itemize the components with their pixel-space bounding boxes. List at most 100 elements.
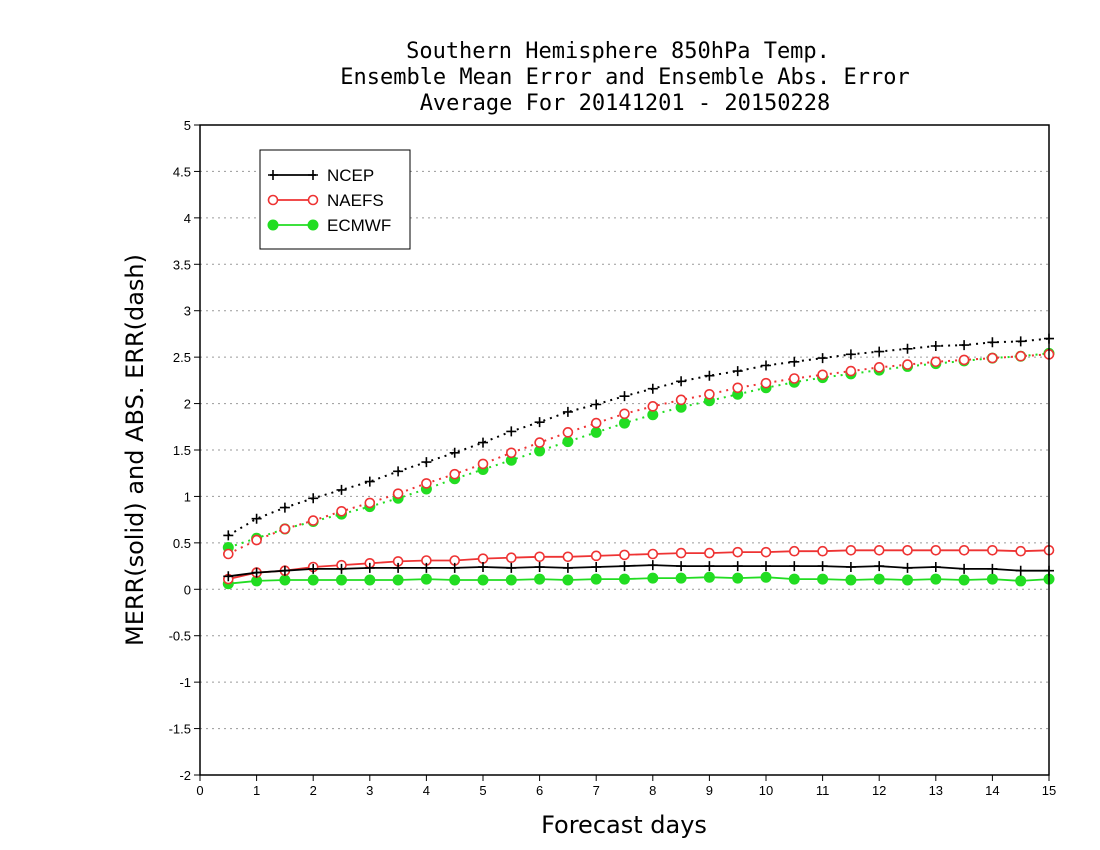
naefs-abs-err-point xyxy=(732,382,744,394)
naefs-abs-err-point xyxy=(449,468,461,480)
naefs-abs-err-point xyxy=(930,356,942,368)
naefs-abs-err-point xyxy=(958,354,970,366)
ncep-abs-err-point xyxy=(251,513,262,524)
naefs-abs-err-point xyxy=(223,548,234,560)
x-tick-label: 13 xyxy=(929,783,943,798)
naefs-abs-err-point xyxy=(704,388,715,400)
ecmwf-merr-point xyxy=(788,573,800,585)
legend-marker xyxy=(267,194,279,206)
ecmwf-merr-point xyxy=(845,574,857,586)
ncep-merr-point xyxy=(421,562,432,573)
ncep-abs-err-point xyxy=(421,457,432,468)
ncep-merr-point xyxy=(676,561,687,572)
ecmwf-merr-point xyxy=(675,572,687,584)
ncep-merr-point xyxy=(393,562,404,573)
ncep-abs-err-point xyxy=(789,356,800,367)
naefs-abs-err-point xyxy=(987,352,998,364)
naefs-abs-err-line xyxy=(227,353,1050,555)
ncep-merr-point xyxy=(223,571,234,582)
y-tick-label: 3.5 xyxy=(173,257,191,272)
naefs-abs-err-point xyxy=(279,523,291,535)
naefs-merr-point xyxy=(534,551,545,563)
ncep-abs-err-point xyxy=(761,360,771,371)
ecmwf-merr-point xyxy=(732,572,744,584)
x-axis-ticks: 0 1 2 3 4 5 6 7 8 9 10 11 12 13 14 15 xyxy=(196,775,1056,798)
legend-marker xyxy=(267,219,279,231)
ncep-abs-err-point xyxy=(619,391,630,402)
ecmwf-merr-point xyxy=(647,572,659,584)
y-tick-label: 1 xyxy=(184,489,191,504)
naefs-abs-err-point xyxy=(590,417,602,429)
legend-marker xyxy=(307,219,319,231)
ecmwf-merr-point xyxy=(562,574,574,586)
y-tick-label: 2.5 xyxy=(173,350,191,365)
naefs-merr-point xyxy=(704,547,715,559)
naefs-abs-err-point xyxy=(619,408,630,420)
ncep-abs-err-point xyxy=(562,406,573,417)
y-axis-label: MERR(solid) and ABS. ERR(dash) xyxy=(121,254,149,646)
ecmwf-merr-point xyxy=(1015,575,1027,587)
naefs-merr-point xyxy=(788,545,800,557)
y-tick-label: 5 xyxy=(184,118,191,133)
y-tick-label: 1.5 xyxy=(173,443,191,458)
series-ecmwf xyxy=(222,347,1055,590)
ncep-abs-err-point xyxy=(732,366,743,377)
ncep-merr-point xyxy=(930,562,941,572)
y-tick-label: 4 xyxy=(184,211,191,226)
legend-label-ecmwf: ECMWF xyxy=(327,216,391,235)
naefs-merr-point xyxy=(675,547,687,559)
ecmwf-merr-point xyxy=(449,574,461,586)
title-line-2: Ensemble Mean Error and Ensemble Abs. Er… xyxy=(340,65,910,90)
y-tick-label: 2 xyxy=(184,397,191,412)
ecmwf-merr-point xyxy=(817,573,829,585)
x-tick-label: 14 xyxy=(985,783,999,798)
y-tick-label: 0.5 xyxy=(173,536,191,551)
ncep-merr-point xyxy=(506,562,517,573)
ecmwf-merr-point xyxy=(477,574,489,586)
naefs-abs-err-point xyxy=(675,394,687,406)
ncep-merr-point xyxy=(478,562,488,572)
y-tick-label: -0.5 xyxy=(169,629,191,644)
x-tick-label: 10 xyxy=(759,783,773,798)
naefs-abs-err-point xyxy=(817,369,828,381)
ncep-abs-err-point xyxy=(902,343,913,354)
x-tick-label: 11 xyxy=(816,783,830,798)
y-tick-label: -1 xyxy=(179,675,191,690)
naefs-abs-err-point xyxy=(902,359,913,370)
ncep-merr-point xyxy=(364,562,375,573)
series-naefs xyxy=(223,349,1055,585)
legend-marker xyxy=(308,170,318,180)
ncep-abs-err-point xyxy=(930,341,941,351)
ecmwf-merr-line xyxy=(228,576,1050,585)
ecmwf-abs-err-point xyxy=(619,417,630,429)
naefs-abs-err-point xyxy=(307,515,319,526)
y-tick-label: -1.5 xyxy=(169,722,191,737)
x-tick-label: 0 xyxy=(196,783,203,798)
x-tick-label: 8 xyxy=(649,783,656,798)
ncep-merr-point xyxy=(845,562,856,572)
x-tick-label: 6 xyxy=(536,783,543,798)
ncep-abs-err-point xyxy=(506,426,517,437)
ncep-abs-err-point xyxy=(336,484,347,495)
ecmwf-merr-point xyxy=(392,574,404,586)
naefs-abs-err-point xyxy=(788,373,800,384)
ecmwf-merr-point xyxy=(307,574,319,586)
ecmwf-merr-point xyxy=(902,574,913,586)
ncep-abs-err-point xyxy=(393,466,404,477)
ncep-abs-err-point xyxy=(364,476,375,487)
naefs-merr-point xyxy=(817,545,828,557)
ecmwf-merr-point xyxy=(760,571,772,583)
naefs-merr-point xyxy=(619,549,630,561)
x-tick-label: 15 xyxy=(1042,783,1056,798)
ncep-abs-err-point xyxy=(478,437,488,448)
legend: NCEP NAEFS ECMWF xyxy=(259,149,411,250)
x-tick-label: 4 xyxy=(423,783,430,798)
legend-marker xyxy=(307,194,319,206)
ncep-merr-line xyxy=(228,564,1049,578)
ncep-abs-err-point xyxy=(279,502,290,513)
ncep-abs-err-point xyxy=(647,383,658,394)
ncep-merr-point xyxy=(308,563,319,574)
naefs-abs-err-point xyxy=(845,365,857,377)
y-tick-label: 3 xyxy=(184,304,191,319)
